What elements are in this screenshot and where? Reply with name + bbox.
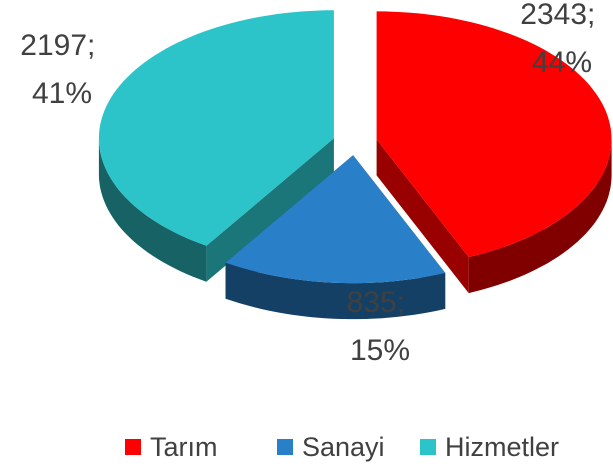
slice	[98, 10, 334, 282]
slice-side	[98, 138, 207, 282]
slice-wall	[376, 139, 469, 294]
slice-side	[468, 139, 612, 294]
slice-top	[376, 11, 612, 258]
data-label: 835; 15%	[347, 286, 414, 367]
slice-side	[225, 262, 446, 320]
data-label-line: 2343;	[520, 0, 603, 31]
data-label-line: 41%	[32, 77, 92, 110]
data-label: 2197; 41%	[20, 29, 103, 110]
legend-item: Sanayi	[277, 432, 385, 462]
slice-top	[98, 10, 334, 246]
slice-wall	[206, 138, 334, 282]
legend-swatch	[420, 439, 436, 455]
legend-label: Tarım	[150, 432, 218, 462]
legend-label: Hizmetler	[445, 432, 559, 462]
legend-item: Hizmetler	[420, 432, 559, 462]
data-label-line: 15%	[350, 334, 410, 367]
slice	[225, 155, 446, 320]
data-label: 2343; 44%	[520, 0, 603, 79]
legend-item: Tarım	[125, 432, 218, 462]
legend-swatch	[277, 439, 293, 455]
legend-swatch	[125, 439, 141, 455]
data-label-line: 44%	[532, 46, 592, 79]
slice	[376, 11, 612, 294]
data-label-line: 835;	[347, 286, 414, 319]
data-label-line: 2197;	[20, 29, 103, 62]
legend-label: Sanayi	[302, 432, 385, 462]
slice-top	[225, 155, 446, 284]
